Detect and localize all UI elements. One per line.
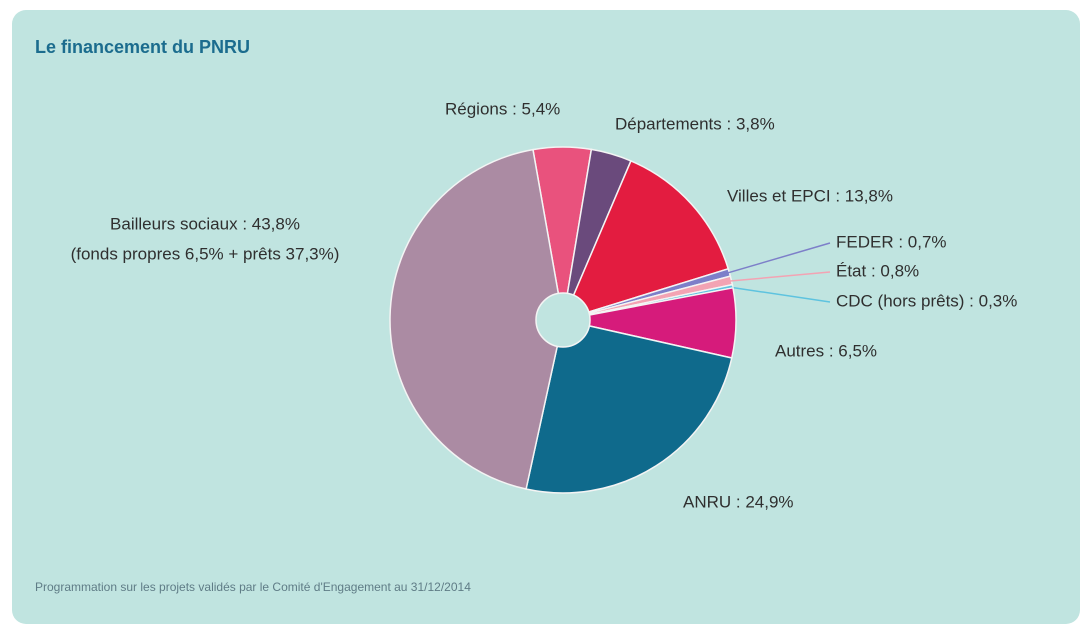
slice-label: Villes et EPCI : 13,8% [727,186,893,205]
pie-slice [389,148,564,490]
pie-slice [561,159,730,322]
pie-hole [535,292,591,348]
leader-line [728,286,831,303]
slice-label: Départements : 3,8% [615,114,775,133]
annotation: (fonds propres 6,5% + prêts 37,3%) [71,244,340,263]
slice-label: FEDER : 0,7% [836,232,947,251]
slice-label: CDC (hors prêts) : 0,3% [836,291,1017,310]
footnote: Programmation sur les projets validés pa… [35,580,471,594]
slice-label: Bailleurs sociaux : 43,8% [110,214,300,233]
leader-line [725,242,831,275]
slice-label: État : 0,8% [836,261,919,280]
chart-title: Le financement du PNRU [35,37,250,57]
slice-label: ANRU : 24,9% [683,492,794,511]
slice-label: Autres : 6,5% [775,341,877,360]
pie-slice [525,319,733,494]
leader-line [727,271,831,283]
slice-label: Régions : 5,4% [445,99,560,118]
